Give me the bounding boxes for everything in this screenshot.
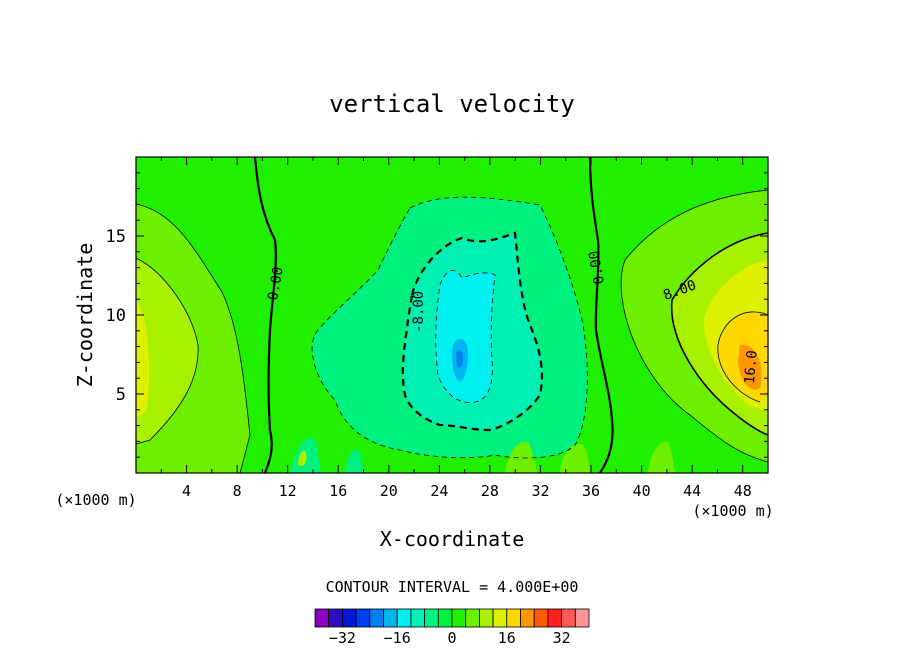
x-unit-left: (×1000 m) [55, 491, 136, 509]
colorbar-swatch [533, 608, 549, 628]
colorbar-swatch [506, 608, 521, 628]
colorbar-swatch [547, 608, 563, 628]
zero-contour-left [253, 157, 277, 473]
contour-label: -8.00 [411, 291, 427, 333]
y-axis-label: Z-coordinate [73, 243, 97, 388]
contour-line-right-16 [717, 311, 768, 403]
contour-line-left-8 [136, 257, 199, 445]
contour-fill-bottom-plus4-a [505, 441, 538, 473]
y-tick-label: 5 [116, 385, 126, 405]
y-tick-label: 10 [106, 306, 126, 326]
contour-fill-left-8 [136, 258, 199, 444]
contour-fill-left-12 [136, 300, 150, 418]
colorbar-swatch [424, 608, 439, 628]
colorbar [314, 608, 590, 628]
contour-fill-center-minus12 [435, 270, 495, 403]
colorbar-swatch [383, 608, 398, 628]
contour-fill-bottom-plus4-d [198, 436, 216, 462]
x-axis-label: X-coordinate [380, 527, 525, 551]
x-unit-right: (×1000 m) [692, 502, 773, 520]
contour-fill-bottom-plus8-e [298, 450, 307, 466]
colorbar-tick-label: 16 [498, 629, 516, 647]
colorbar-tick-label: 0 [447, 629, 456, 647]
contour-label: 0.00 [586, 249, 608, 285]
colorbar-swatch [520, 608, 535, 628]
x-tick-label: 48 [734, 482, 752, 500]
y-tick-label: 15 [106, 227, 126, 247]
contour-fill-bottom-minus4-b [345, 449, 365, 473]
contour-line-left-4 [136, 203, 251, 473]
contour-line-right-8 [670, 232, 768, 436]
x-tick-label: 32 [531, 482, 549, 500]
colorbar-tick-label: −16 [384, 629, 411, 647]
contour-label: 16.0 [742, 350, 761, 385]
colorbar-swatch [314, 608, 330, 628]
colorbar-swatch [410, 608, 425, 628]
x-tick-label: 40 [633, 482, 651, 500]
x-tick-label: 12 [279, 482, 297, 500]
colorbar-labels: −32 −16 0 16 32 [329, 629, 571, 647]
x-tick-label: 8 [233, 482, 242, 500]
x-tick-label: 44 [683, 482, 701, 500]
colorbar-swatch [492, 608, 508, 628]
contour-fill-bottom-plus4-c [648, 441, 676, 473]
x-tick-label: 28 [481, 482, 499, 500]
x-tick-label: 36 [582, 482, 600, 500]
colorbar-tick-label: 32 [553, 629, 571, 647]
contour-line-center-minus12 [435, 270, 496, 403]
zero-contour-right [588, 157, 614, 473]
colorbar-swatch [561, 608, 576, 628]
contour-fill-center-minus20 [456, 350, 463, 368]
chart-title: vertical velocity [329, 90, 575, 118]
colorbar-swatch [396, 608, 412, 628]
colorbar-swatch [451, 608, 467, 628]
contour-label: 0.00 [265, 266, 287, 302]
colorbar-swatch [437, 608, 453, 628]
contour-fill-bottom-plus4-b [560, 444, 592, 473]
colorbar-swatch [465, 608, 480, 628]
colorbar-tick-label: −32 [329, 629, 356, 647]
contour-fill-right-20 [738, 344, 762, 390]
colorbar-swatch [341, 608, 357, 628]
colorbar-swatch [574, 608, 590, 628]
contour-line-center-minus4 [311, 196, 588, 459]
colorbar-swatch [355, 608, 371, 628]
x-tick-label: 16 [329, 482, 347, 500]
colorbar-swatch [369, 608, 384, 628]
contour-line-right-4 [620, 189, 768, 463]
minus8-contour [401, 231, 544, 432]
x-tick-label: 20 [380, 482, 398, 500]
x-tick-label: 24 [430, 482, 448, 500]
colorbar-swatch [478, 608, 494, 628]
x-axis-ticks: 4 8 12 16 20 24 28 32 36 40 44 48 [160, 157, 752, 500]
contour-interval-text: CONTOUR INTERVAL = 4.000E+00 [326, 578, 579, 596]
x-tick-label: 4 [182, 482, 191, 500]
colorbar-swatch [328, 608, 343, 628]
y-axis-ticks: 5 10 15 [106, 172, 768, 458]
